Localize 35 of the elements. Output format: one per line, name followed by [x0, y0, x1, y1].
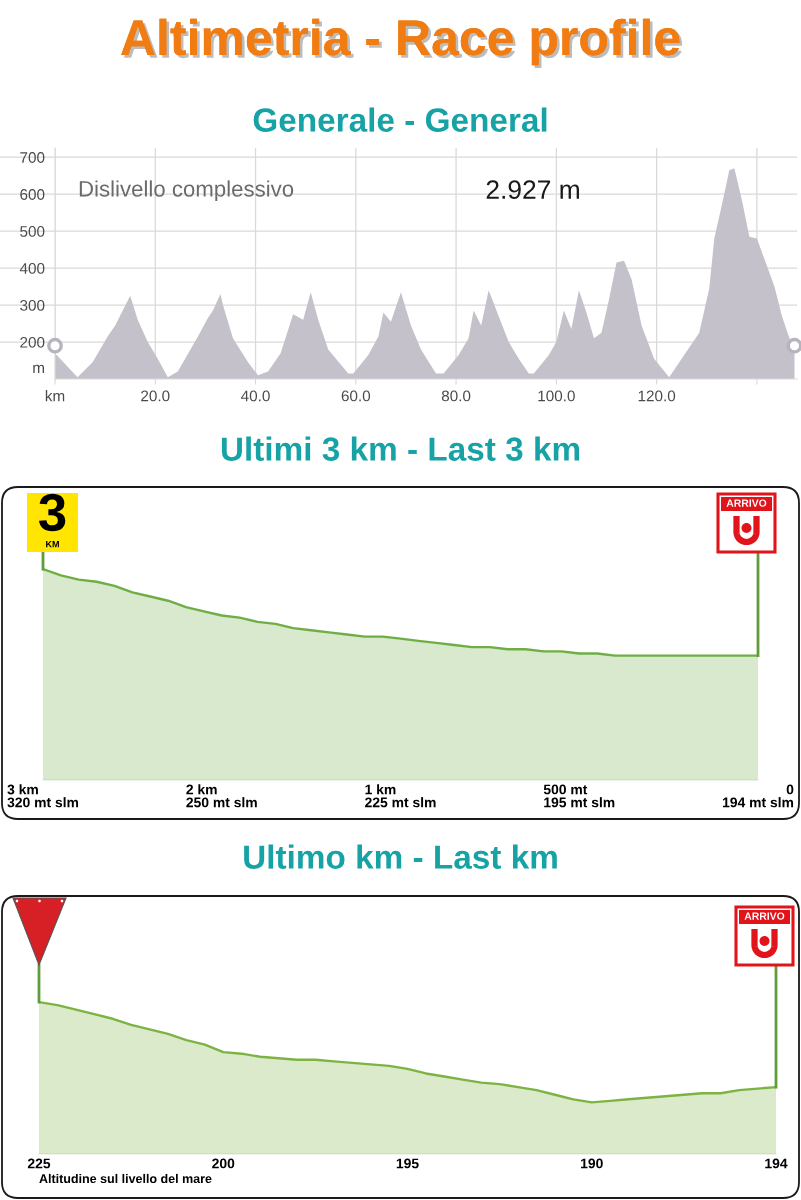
x-axis-title: Altitudine sul livello del mare	[39, 1173, 212, 1184]
chart-subtitle: Generale - General	[253, 107, 547, 132]
x-tick-label: 3 km 320 mt slm	[7, 784, 79, 808]
y-tick-label: 500	[20, 226, 45, 237]
x-tick-label: 190	[581, 1158, 603, 1169]
x-tick-label: 225	[27, 1158, 51, 1169]
x-tick-label: 120.0	[638, 390, 676, 402]
x-tick-label: 200	[212, 1158, 235, 1169]
chart-title: Ultimo km - Last km	[244, 844, 557, 869]
x-tick-label: 40.0	[241, 390, 270, 402]
x-tick-label: km	[45, 390, 65, 402]
x-tick-label: 60.0	[341, 390, 371, 402]
x-tick-label: 20.0	[141, 390, 170, 402]
chart-title: Ultimi 3 km - Last 3 km	[221, 436, 580, 461]
text: KM	[46, 541, 59, 548]
x-tick-label: 100.0	[538, 390, 575, 402]
y-tick-label: 700	[20, 152, 45, 163]
text: ARRIVO	[726, 499, 767, 507]
x-tick-label: 500 mt 195 mt slm	[543, 784, 615, 808]
x-tick-label: 0 194 mt slm	[722, 784, 794, 808]
x-tick-label: 2 km 250 mt slm	[186, 784, 257, 808]
x-tick-label: 194	[765, 1158, 788, 1169]
x-tick-label: 80.0	[441, 390, 471, 402]
text: 3	[39, 493, 66, 532]
x-tick-label: 1 km 225 mt slm	[365, 784, 436, 808]
y-tick-label: 200	[20, 336, 45, 348]
y-axis-title: m	[33, 364, 44, 373]
annotation: 2.927 m	[486, 180, 579, 199]
y-tick-label: 300	[20, 299, 45, 311]
annotation: Dislivello complessivo	[79, 180, 294, 202]
x-tick-label: 195	[396, 1158, 419, 1169]
y-tick-label: 400	[19, 262, 45, 274]
y-tick-label: 600	[20, 189, 45, 200]
chart-title: Altimetria - Race profile	[121, 18, 683, 69]
text: ARRIVO	[744, 912, 785, 920]
